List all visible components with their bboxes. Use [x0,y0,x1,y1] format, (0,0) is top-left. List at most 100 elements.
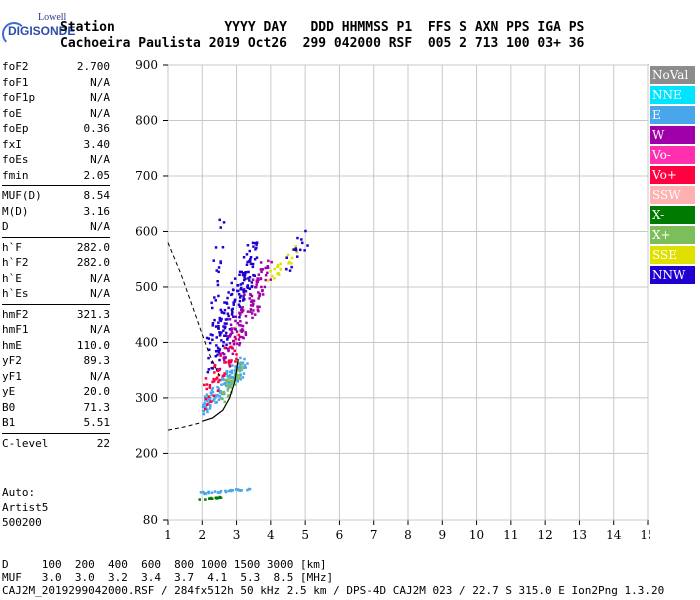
data-point-w [252,309,255,312]
data-point-sse [276,263,280,267]
param-key: C-level [2,436,49,450]
data-point-nnw [207,368,211,371]
param-key: hmF2 [2,307,29,321]
x-tick-label: 11 [503,528,518,542]
data-point-nnw [245,253,249,256]
param-row: h`F 282.0 [2,241,110,256]
data-point-x- [209,496,213,500]
data-point-w [251,312,254,315]
data-point-nnw [219,226,222,229]
data-point-w [240,308,243,312]
data-point-nnw [246,244,250,247]
logo-swoosh-icon [2,22,26,46]
param-key: yF2 [2,354,22,367]
data-point-nnw [248,276,252,279]
data-point-x- [237,361,240,365]
data-point-e [201,405,205,408]
param-row: C-level 22 [2,437,110,452]
param-value: 282.0 [76,240,110,254]
data-point-e [203,399,207,402]
data-point-w [258,292,262,296]
data-point-nnw [219,260,222,263]
data-point-nnw [249,262,253,266]
x-tick-label: 2 [198,528,206,542]
data-point-x- [237,374,241,377]
param-value: 3.40 [83,137,111,151]
data-point-nnw [217,327,220,330]
data-point-e [230,369,234,372]
data-point-w [227,348,230,351]
param-key: h`Es [2,287,29,300]
data-point-nnw [255,256,259,259]
data-point-e [205,393,209,396]
data-point-w [269,278,273,281]
param-key: foF2 [2,60,29,73]
param-value: N/A [90,369,110,383]
data-point-w [244,333,248,336]
data-point-nnw [230,281,233,285]
data-point-w [241,306,244,309]
data-point-nnw [206,370,210,374]
data-point-nnw [218,358,221,362]
data-point-nnw [238,273,241,277]
y-tick-label: 200 [135,446,158,460]
data-point-e [244,366,247,369]
data-point-e [223,382,227,385]
data-point-e [227,375,231,378]
data-point-x- [226,379,229,382]
header-row-1: Station YYYY DAY DDD HHMMSS P1 FFS S AXN… [60,20,585,35]
data-point-x- [239,368,243,371]
data-point-nnw [224,318,228,321]
data-point-w [241,324,245,328]
data-point-nnw [245,263,249,266]
data-point-nnw [217,351,221,354]
param-row: MUF(D) 8.54 [2,189,110,204]
data-point-vo- [237,333,240,337]
data-point-vo- [208,386,211,389]
data-point-vo- [204,407,207,411]
param-row: h`E N/A [2,272,110,287]
data-point-nnw [296,255,299,258]
data-point-w [241,328,244,331]
data-point-nnw [219,333,222,337]
data-point-nnw [223,322,227,325]
data-point-nnw [290,265,293,269]
dashed-base [167,421,203,431]
data-point-nnw [214,350,218,353]
data-point-e [220,383,223,386]
data-point-w [259,268,263,271]
param-row: fmin 2.05 [2,169,110,184]
data-point-nnw [236,289,239,293]
data-point-nnw [251,262,255,266]
data-point-nnw [255,246,258,250]
data-point-e [225,372,228,375]
data-point-w [219,352,222,356]
data-point-nnw [207,337,211,340]
data-point-nnw [223,311,226,315]
data-point-w [256,305,259,308]
data-point-e [227,386,231,389]
data-point-nnw [241,282,244,285]
data-point-w [270,260,273,264]
data-point-x- [227,377,230,380]
x-tick-label: 4 [267,528,275,542]
data-point-w [248,297,251,300]
data-point-nnw [238,296,242,299]
y-tick-label: 500 [135,280,158,294]
data-point-nnw [220,317,223,321]
data-point-e [246,488,249,492]
auto-label: Auto: [2,486,36,499]
data-point-nnw [246,284,250,287]
data-point-sse [290,262,293,265]
data-point-nnw [216,346,220,350]
polarization-legend: NoVal NNE E W Vo- Vo+ SSW X- X+ SSE NNW [650,66,695,286]
data-point-nnw [254,248,257,251]
data-point-e [228,370,231,373]
data-point-e [230,489,233,493]
data-point-nnw [225,302,229,305]
data-point-vo- [217,380,220,384]
data-point-vo- [234,337,237,341]
data-point-nnw [248,249,251,253]
data-point-e [232,376,235,379]
data-point-e [243,357,246,361]
